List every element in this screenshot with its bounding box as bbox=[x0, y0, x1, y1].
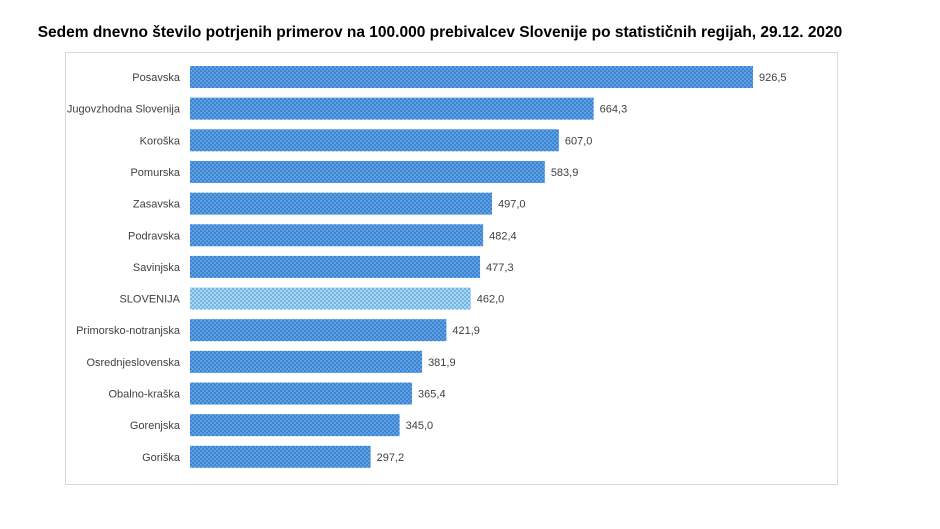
category-label: Posavska bbox=[132, 72, 181, 84]
category-label: Primorsko-notranjska bbox=[76, 325, 181, 337]
bar-savinjska bbox=[190, 255, 481, 278]
data-label: 477,3 bbox=[486, 262, 514, 274]
category-label: Podravska bbox=[128, 230, 181, 242]
category-label: Jugovzhodna Slovenija bbox=[67, 104, 181, 116]
category-label: Obalno-kraška bbox=[108, 389, 180, 401]
bar-koro-ka bbox=[190, 129, 559, 152]
category-label: Zasavska bbox=[133, 199, 181, 211]
bar-gorenjska bbox=[190, 414, 400, 437]
bar-osrednjeslovenska bbox=[190, 350, 423, 373]
category-label: Goriška bbox=[142, 452, 181, 464]
bar-pomurska bbox=[190, 160, 545, 183]
data-label: 664,3 bbox=[600, 104, 628, 116]
bar-primorsko-notranjska bbox=[190, 319, 447, 342]
bar-zasavska bbox=[190, 192, 493, 215]
category-label: Pomurska bbox=[130, 167, 180, 179]
data-label: 482,4 bbox=[489, 230, 517, 242]
data-label: 607,0 bbox=[565, 135, 593, 147]
data-label: 583,9 bbox=[551, 167, 579, 179]
data-label: 365,4 bbox=[418, 389, 446, 401]
bar-gori-ka bbox=[190, 445, 371, 468]
bar-podravska bbox=[190, 224, 484, 247]
data-label: 462,0 bbox=[477, 294, 505, 306]
chart-frame bbox=[65, 52, 838, 485]
data-label: 926,5 bbox=[759, 72, 787, 84]
bar-slovenija bbox=[190, 287, 471, 310]
bar-posavska bbox=[190, 66, 753, 88]
data-label: 297,2 bbox=[377, 452, 405, 464]
data-label: 345,0 bbox=[406, 420, 434, 432]
chart-title: Sedem dnevno število potrjenih primerov … bbox=[37, 24, 843, 41]
category-label: Osrednjeslovenska bbox=[86, 357, 180, 369]
category-label: Savinjska bbox=[133, 262, 181, 274]
data-label: 421,9 bbox=[452, 325, 480, 337]
bar-obalno-kra-ka bbox=[190, 382, 413, 405]
category-label: Gorenjska bbox=[130, 420, 181, 432]
category-label: Koroška bbox=[140, 135, 181, 147]
category-label: SLOVENIJA bbox=[119, 294, 180, 306]
data-label: 381,9 bbox=[428, 357, 456, 369]
data-label: 497,0 bbox=[498, 199, 526, 211]
bar-jugovzhodna-slovenija bbox=[190, 97, 594, 120]
